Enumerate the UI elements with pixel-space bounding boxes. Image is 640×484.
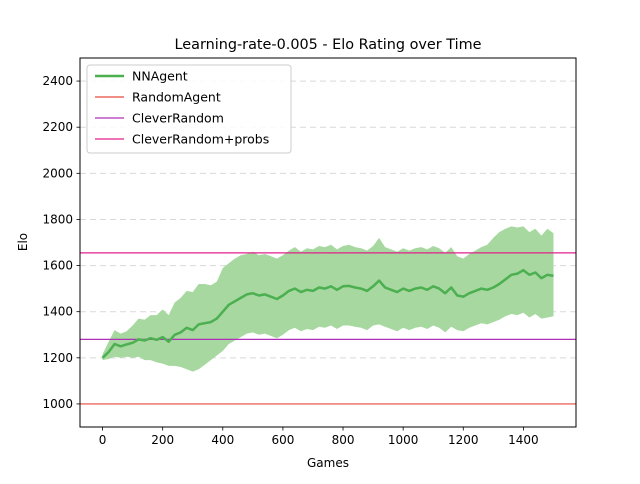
x-tick-label: 0: [99, 433, 107, 447]
y-axis-label: Elo: [16, 233, 30, 251]
confidence-band: [102, 226, 554, 372]
y-tick-label: 1800: [42, 212, 73, 226]
y-tick-label: 1200: [42, 351, 73, 365]
y-tick-label: 2400: [42, 74, 73, 88]
x-tick-label: 200: [151, 433, 174, 447]
x-tick-label: 1000: [388, 433, 419, 447]
x-tick-label: 800: [332, 433, 355, 447]
x-tick-label: 1400: [508, 433, 539, 447]
y-axis-ticks: 1000 1200 1400 1600 1800 2000 2200 2400: [42, 74, 80, 411]
band-layer: [102, 226, 554, 372]
y-tick-label: 1600: [42, 259, 73, 273]
legend-label: RandomAgent: [132, 90, 221, 105]
chart-title: Learning-rate-0.005 - Elo Rating over Ti…: [175, 37, 482, 53]
y-tick-label: 2200: [42, 120, 73, 134]
y-tick-label: 1400: [42, 305, 73, 319]
x-tick-label: 400: [211, 433, 234, 447]
x-axis-label: Games: [307, 456, 349, 470]
x-tick-label: 600: [271, 433, 294, 447]
y-tick-label: 1000: [42, 397, 73, 411]
plot-frame: [79, 57, 577, 428]
legend-box: [86, 64, 292, 154]
x-tick-label: 1200: [448, 433, 479, 447]
legend-label: CleverRandom: [132, 111, 224, 126]
series-line-nnagent: [101, 268, 554, 359]
reference-lines: [80, 252, 576, 405]
series-layer: [101, 268, 554, 359]
x-axis-ticks: 0 200 400 600 800 1000 1200 1400: [99, 427, 539, 447]
y-tick-label: 2000: [42, 166, 73, 180]
legend: NNAgent RandomAgent CleverRandom CleverRand…: [86, 64, 292, 154]
legend-label: CleverRandom+probs: [132, 132, 269, 147]
legend-label: NNAgent: [132, 69, 188, 84]
